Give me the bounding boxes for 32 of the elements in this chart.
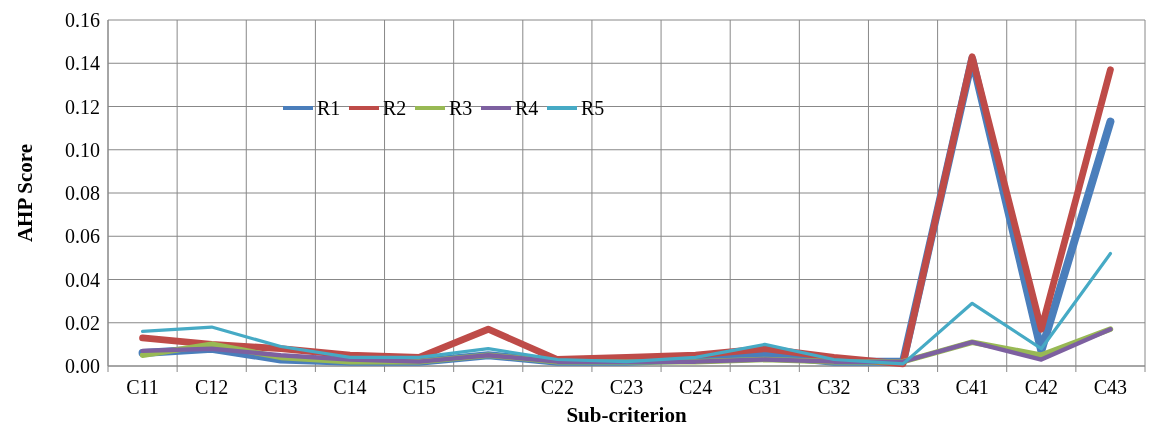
x-tick-label: C43 [1093, 376, 1128, 398]
x-axis-title: Sub-criterion [566, 403, 687, 427]
y-tick-label: 0.16 [65, 9, 100, 31]
legend-label: R5 [581, 97, 605, 119]
y-tick-label: 0.02 [65, 311, 100, 334]
legend-label: R3 [449, 97, 473, 119]
x-tick-label: C42 [1024, 376, 1058, 398]
y-tick-label: 0.04 [65, 268, 100, 291]
y-tick-label: 0.14 [65, 52, 100, 75]
y-axis-title: AHP Score [13, 143, 37, 243]
y-tick-label: 0.08 [65, 182, 100, 204]
x-tick-label: C32 [817, 376, 851, 398]
y-tick-label: 0.06 [65, 225, 100, 248]
x-tick-label: C13 [264, 376, 298, 398]
x-tick-label: C14 [333, 376, 367, 398]
y-tick-label: 0.10 [65, 138, 100, 161]
x-tick-label: C24 [678, 376, 713, 398]
x-tick-label: C31 [748, 376, 782, 398]
x-tick-label: C11 [126, 376, 159, 398]
y-tick-label: 0.00 [65, 355, 100, 377]
x-tick-label: C22 [540, 376, 575, 398]
x-tick-label: C41 [955, 376, 989, 398]
x-tick-label: C33 [886, 376, 920, 398]
x-tick-label: C15 [402, 376, 436, 398]
y-tick-label: 0.12 [65, 95, 100, 118]
legend-label: R2 [383, 97, 407, 119]
x-tick-label: C23 [609, 376, 644, 398]
x-tick-label: C12 [195, 376, 229, 398]
legend-label: R1 [317, 97, 341, 119]
x-tick-label: C21 [471, 376, 505, 398]
line-series [140, 251, 1113, 366]
legend-label: R4 [515, 97, 539, 119]
